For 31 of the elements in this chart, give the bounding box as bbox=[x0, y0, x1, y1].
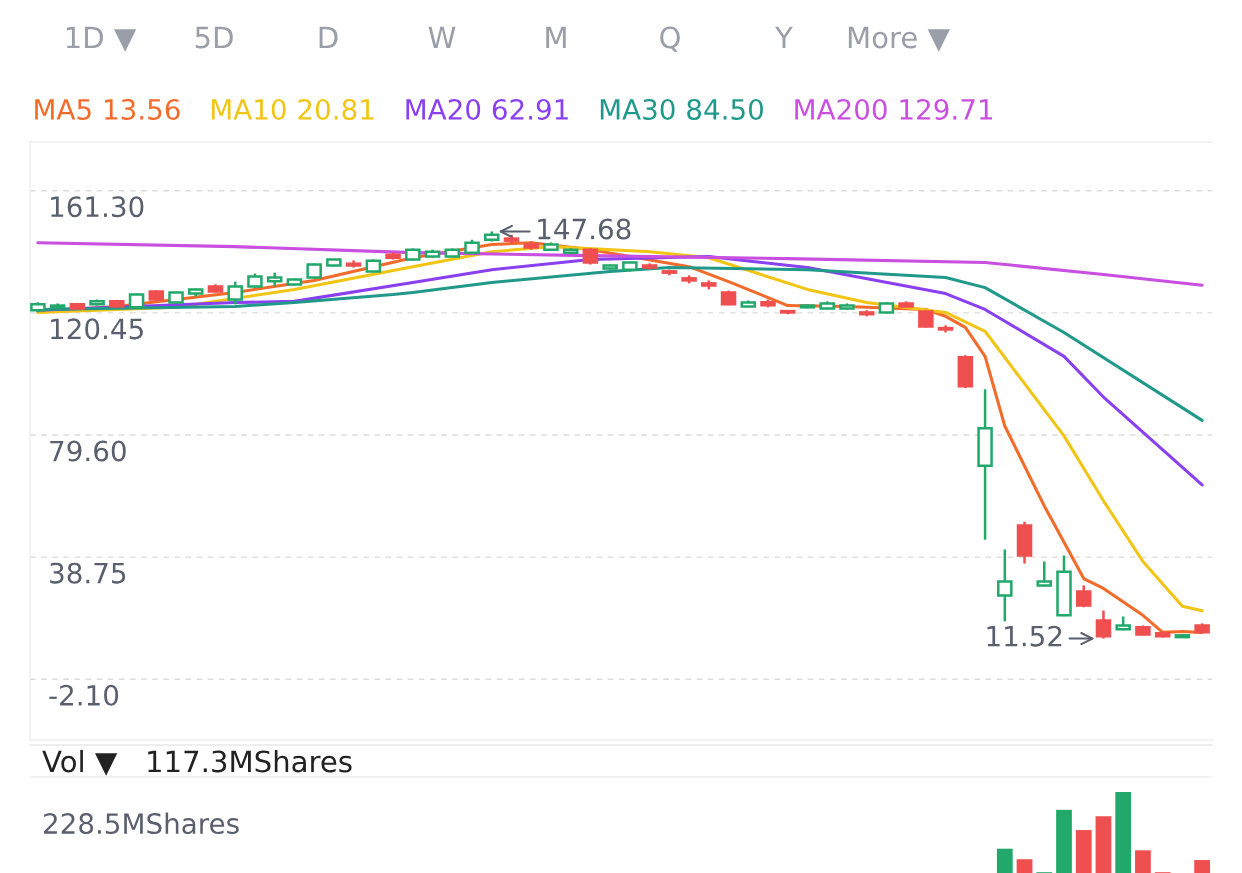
y-tick-label: -2.10 bbox=[49, 684, 119, 706]
y-tick-label: 161.30 bbox=[51, 196, 144, 218]
bar bbox=[1194, 860, 1211, 873]
y-tick-label: 120.45 bbox=[51, 318, 143, 340]
text: Y bbox=[775, 26, 793, 49]
text: MA10 20.81 bbox=[211, 98, 374, 120]
text: Q bbox=[660, 26, 680, 52]
chart-subtitle: 117.3MShares bbox=[148, 749, 352, 773]
text: MA30 84.50 bbox=[600, 98, 763, 120]
text: M bbox=[546, 26, 566, 49]
text: MA5 13.56 bbox=[35, 98, 180, 120]
text: MA200 129.71 bbox=[795, 98, 993, 120]
text: MA20 62.91 bbox=[406, 98, 568, 120]
text: 5D bbox=[195, 26, 233, 49]
bar bbox=[1056, 809, 1072, 873]
bar bbox=[996, 848, 1013, 873]
bar bbox=[1135, 850, 1151, 873]
y-tick-label: 79.60 bbox=[50, 440, 126, 462]
bar bbox=[1016, 859, 1033, 873]
text: More ▼ bbox=[848, 26, 950, 52]
annotation: 228.5MShares bbox=[44, 812, 239, 835]
text: D bbox=[319, 26, 338, 49]
y-tick-label: 38.75 bbox=[50, 562, 126, 584]
chart-title: Vol ▼ bbox=[42, 749, 118, 776]
text: W bbox=[428, 26, 456, 49]
annotation: 147.68 bbox=[538, 218, 631, 240]
bar bbox=[1115, 792, 1132, 873]
annotation: 11.52 bbox=[987, 625, 1062, 647]
bar bbox=[1075, 830, 1092, 873]
text: 1D ▼ bbox=[66, 26, 137, 52]
bar bbox=[1095, 816, 1112, 873]
